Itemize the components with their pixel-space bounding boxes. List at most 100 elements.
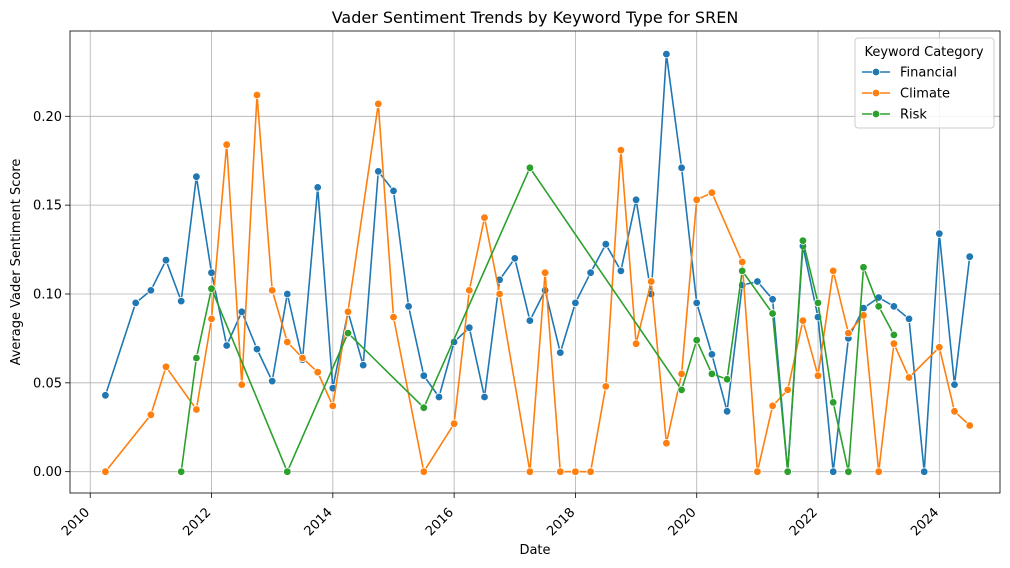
- y-axis-ticks: 0.00 0.05 0.10 0.15 0.20: [33, 110, 70, 480]
- data-point-financial: [692, 298, 701, 308]
- data-point-climate: [965, 421, 974, 430]
- series-climate: [101, 90, 974, 476]
- legend-label: Risk: [900, 108, 927, 123]
- data-point-financial: [631, 195, 641, 204]
- x-tick-label: 2012: [180, 505, 214, 539]
- series-risk: [176, 163, 899, 476]
- legend-label: Financial: [900, 66, 957, 81]
- data-point-risk: [283, 467, 292, 476]
- data-point-climate: [525, 467, 535, 476]
- data-point-risk: [829, 398, 838, 407]
- data-point-climate: [813, 371, 823, 380]
- data-point-risk: [783, 467, 792, 476]
- data-point-climate: [374, 99, 383, 109]
- data-point-climate: [207, 314, 216, 324]
- data-point-climate: [631, 339, 641, 348]
- data-point-climate: [222, 140, 231, 149]
- y-axis-label: Average Vader Sentiment Score: [9, 159, 24, 366]
- x-tick-label: 2014: [302, 505, 336, 539]
- legend-marker: [871, 67, 881, 77]
- data-point-financial: [480, 392, 489, 402]
- x-tick-label: 2016: [423, 505, 457, 539]
- data-point-risk: [207, 284, 216, 293]
- data-point-financial: [101, 391, 110, 400]
- data-point-climate: [783, 385, 792, 395]
- data-point-climate: [738, 257, 747, 267]
- y-tick-label: 0.00: [33, 465, 62, 480]
- data-point-risk: [525, 163, 535, 172]
- x-tick-label: 2024: [908, 505, 942, 539]
- legend-entry-climate: Climate: [862, 87, 950, 102]
- data-point-risk: [889, 330, 899, 340]
- data-point-climate: [283, 337, 292, 347]
- data-point-financial: [677, 163, 686, 172]
- data-point-risk: [707, 369, 717, 379]
- data-point-financial: [389, 186, 398, 196]
- data-point-climate: [844, 328, 853, 338]
- data-point-financial: [313, 183, 322, 192]
- data-point-climate: [571, 467, 580, 476]
- plot-frame: [69, 30, 1001, 494]
- data-point-financial: [283, 289, 292, 299]
- data-point-climate: [237, 380, 246, 389]
- x-tick-label: 2018: [544, 505, 578, 539]
- data-point-risk: [692, 336, 701, 345]
- x-tick-label: 2020: [666, 505, 700, 539]
- data-point-financial: [935, 229, 944, 238]
- data-point-climate: [252, 90, 262, 100]
- data-point-climate: [101, 467, 110, 476]
- data-point-climate: [586, 467, 595, 476]
- data-point-risk: [874, 302, 883, 311]
- data-point-climate: [935, 343, 944, 352]
- data-point-climate: [874, 467, 883, 476]
- legend-entry-risk: Risk: [862, 108, 927, 123]
- data-point-climate: [753, 467, 762, 476]
- data-point-climate: [328, 401, 337, 411]
- data-point-financial: [768, 295, 777, 304]
- data-point-financial: [904, 314, 914, 324]
- data-point-climate: [495, 289, 504, 299]
- data-point-financial: [707, 350, 717, 359]
- data-point-climate: [904, 373, 914, 382]
- x-tick-label: 2010: [59, 505, 93, 539]
- legend-marker: [871, 109, 881, 119]
- data-point-climate: [419, 467, 428, 476]
- data-point-climate: [343, 307, 353, 316]
- data-point-climate: [616, 145, 626, 155]
- data-point-climate: [647, 277, 656, 286]
- legend-title: Keyword Category: [864, 45, 983, 60]
- data-point-financial: [268, 376, 277, 386]
- data-point-climate: [692, 195, 701, 204]
- data-point-climate: [662, 439, 671, 448]
- data-point-climate: [556, 467, 565, 476]
- series-financial: [101, 49, 974, 476]
- data-point-financial: [556, 348, 565, 357]
- data-point-climate: [677, 369, 686, 379]
- data-point-financial: [616, 266, 626, 276]
- data-point-financial: [525, 316, 535, 325]
- data-point-financial: [586, 268, 595, 277]
- data-point-climate: [768, 401, 777, 411]
- data-point-financial: [404, 302, 413, 311]
- legend-entry-financial: Financial: [862, 66, 957, 81]
- legend: Keyword Category Financial Climate Risk: [854, 37, 995, 129]
- data-point-climate: [268, 286, 277, 295]
- data-point-risk: [768, 309, 777, 318]
- legend-box: [854, 37, 995, 129]
- data-point-financial: [465, 323, 474, 332]
- data-point-climate: [146, 410, 156, 419]
- data-point-risk: [844, 467, 853, 476]
- data-point-climate: [313, 368, 322, 377]
- data-point-financial: [222, 341, 231, 350]
- data-point-climate: [449, 419, 459, 428]
- data-point-financial: [434, 392, 444, 402]
- data-point-financial: [374, 167, 383, 176]
- x-axis-ticks: 2010 2012 2014 2016 2018 2020 2022 2024: [59, 493, 942, 539]
- data-point-climate: [950, 407, 959, 416]
- series-layer: [101, 49, 974, 476]
- data-point-risk: [176, 467, 186, 476]
- data-point-financial: [722, 407, 732, 416]
- data-point-financial: [359, 360, 368, 370]
- series-line-financial: [104, 53, 971, 473]
- data-point-financial: [662, 49, 671, 59]
